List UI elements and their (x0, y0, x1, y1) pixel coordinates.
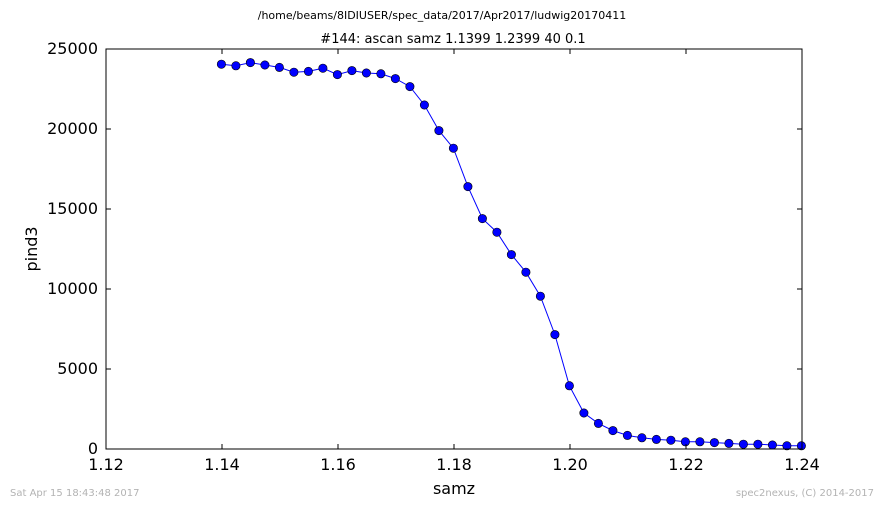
y-axis-label: pind3 (22, 226, 41, 271)
ticks-layer: 1.12 1.14 1.16 1.18 1.20 1.22 1.24 0 5000 10000 15… (47, 39, 820, 474)
data-point (666, 435, 676, 445)
data-point (782, 441, 792, 451)
x-tick-label: 1.24 (784, 455, 820, 474)
data-point (361, 68, 371, 78)
y-tick-label: 15000 (47, 199, 98, 218)
data-point (651, 434, 661, 444)
footer-timestamp: Sat Apr 15 18:43:48 2017 (10, 488, 140, 499)
data-point (477, 214, 487, 224)
data-point (680, 437, 690, 447)
y-tick-label: 25000 (47, 39, 98, 58)
data-point (405, 82, 415, 92)
data-point (724, 438, 734, 448)
data-point (796, 441, 806, 451)
data-point (564, 381, 574, 391)
file-path-title: /home/beams/8IDIUSER/spec_data/2017/Apr2… (257, 9, 627, 22)
data-point (274, 62, 284, 72)
data-point (376, 69, 386, 79)
x-tick-label: 1.18 (436, 455, 472, 474)
chart-title: #144: ascan samz 1.1399 1.2399 40 0.1 (320, 32, 585, 47)
plot-frame (105, 48, 803, 450)
data-point (448, 143, 458, 153)
data-point (738, 439, 748, 449)
data-point (419, 100, 429, 110)
x-tick-label: 1.12 (88, 455, 124, 474)
y-tick-label: 0 (88, 439, 98, 458)
y-tick-label: 5000 (57, 359, 98, 378)
data-point (535, 291, 545, 301)
footer-credit: spec2nexus, (C) 2014-2017 (735, 488, 874, 499)
data-point (753, 439, 763, 449)
data-point (767, 440, 777, 450)
data-point (303, 66, 313, 76)
y-tick-label: 20000 (47, 119, 98, 138)
x-tick-label: 1.20 (552, 455, 588, 474)
data-point (260, 60, 270, 70)
data-point (492, 227, 502, 237)
data-point (318, 63, 328, 73)
data-point (550, 330, 560, 340)
data-point (289, 67, 299, 77)
data-point (608, 426, 618, 436)
data-point (434, 126, 444, 136)
data-point (332, 70, 342, 80)
x-tick-label: 1.14 (204, 455, 240, 474)
data-point (579, 408, 589, 418)
data-point (593, 418, 603, 428)
x-tick-label: 1.22 (668, 455, 704, 474)
data-point (622, 430, 632, 440)
data-point (216, 59, 226, 69)
data-point (637, 433, 647, 443)
x-tick-label: 1.16 (320, 455, 356, 474)
data-point (463, 182, 473, 192)
data-point (245, 58, 255, 68)
data-point (347, 66, 357, 76)
y-tick-label: 10000 (47, 279, 98, 298)
data-point (231, 61, 241, 71)
x-axis-label: samz (433, 479, 475, 498)
data-point (390, 74, 400, 84)
data-point (521, 267, 531, 277)
data-point (709, 438, 719, 448)
series-layer (216, 58, 806, 451)
data-point (506, 250, 516, 260)
data-point (695, 437, 705, 447)
